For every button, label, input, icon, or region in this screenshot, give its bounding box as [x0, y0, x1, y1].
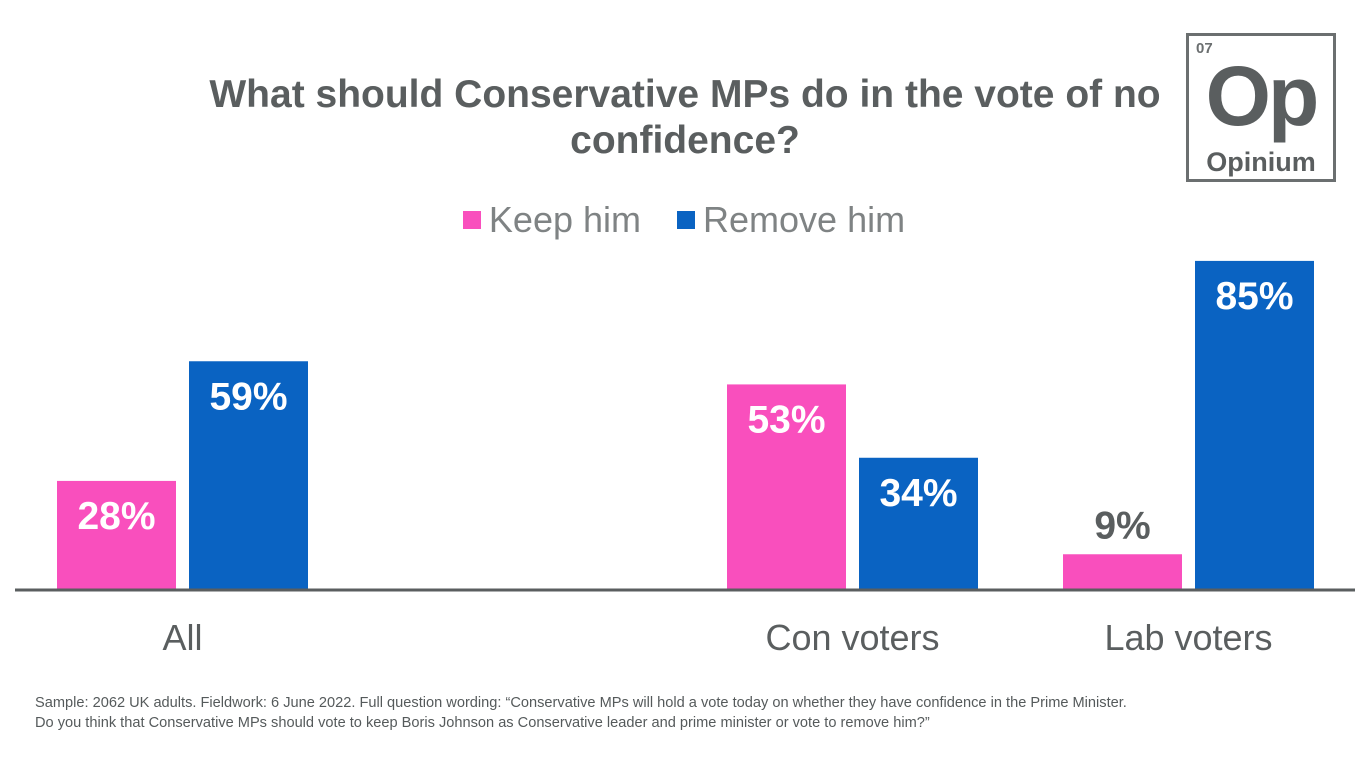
legend-item-remove: Remove him [677, 199, 905, 241]
bar-remove-him-con-voters [859, 457, 978, 589]
data-label: 28% [77, 495, 155, 538]
data-label: 85% [1215, 275, 1293, 318]
category-label: Con voters [765, 617, 939, 658]
data-label: 9% [1094, 504, 1150, 547]
bar-remove-him-lab-voters [1195, 260, 1314, 589]
footnote-line-2: Do you think that Conservative MPs shoul… [35, 715, 930, 731]
bar-keep-him-all [57, 480, 176, 589]
data-label: 53% [747, 398, 825, 441]
bar-keep-him-con-voters [727, 384, 846, 589]
legend-item-keep: Keep him [462, 199, 642, 241]
legend-label-keep: Keep him [488, 199, 642, 240]
legend-swatch-remove [677, 211, 696, 229]
legend-swatch-keep [462, 211, 481, 229]
bar-keep-him-lab-voters [1063, 554, 1182, 589]
logo-name: Opinium [1206, 147, 1316, 177]
footnote: Sample: 2062 UK adults. Fieldwork: 6 Jun… [35, 693, 1345, 733]
category-label: Lab voters [1104, 617, 1272, 658]
legend-label-remove: Remove him [703, 199, 906, 240]
data-label: 34% [879, 472, 957, 515]
data-label: 59% [209, 375, 287, 418]
bar-chart: 28% 59% All 53% 34% Con voters 9% 85% Lab voters [15, 260, 1355, 658]
logo-symbol: Op [1205, 49, 1320, 143]
logo-number: 07 [1196, 40, 1213, 57]
chart-legend: Keep him Remove him [0, 198, 1368, 242]
bar-remove-him-all [189, 361, 308, 589]
footnote-line-1: Sample: 2062 UK adults. Fieldwork: 6 Jun… [35, 695, 1127, 711]
category-label: All [162, 617, 202, 658]
chart-title: What should Conservative MPs do in the v… [209, 73, 1161, 162]
opinium-logo: 07 Op Opinium [1186, 33, 1336, 182]
